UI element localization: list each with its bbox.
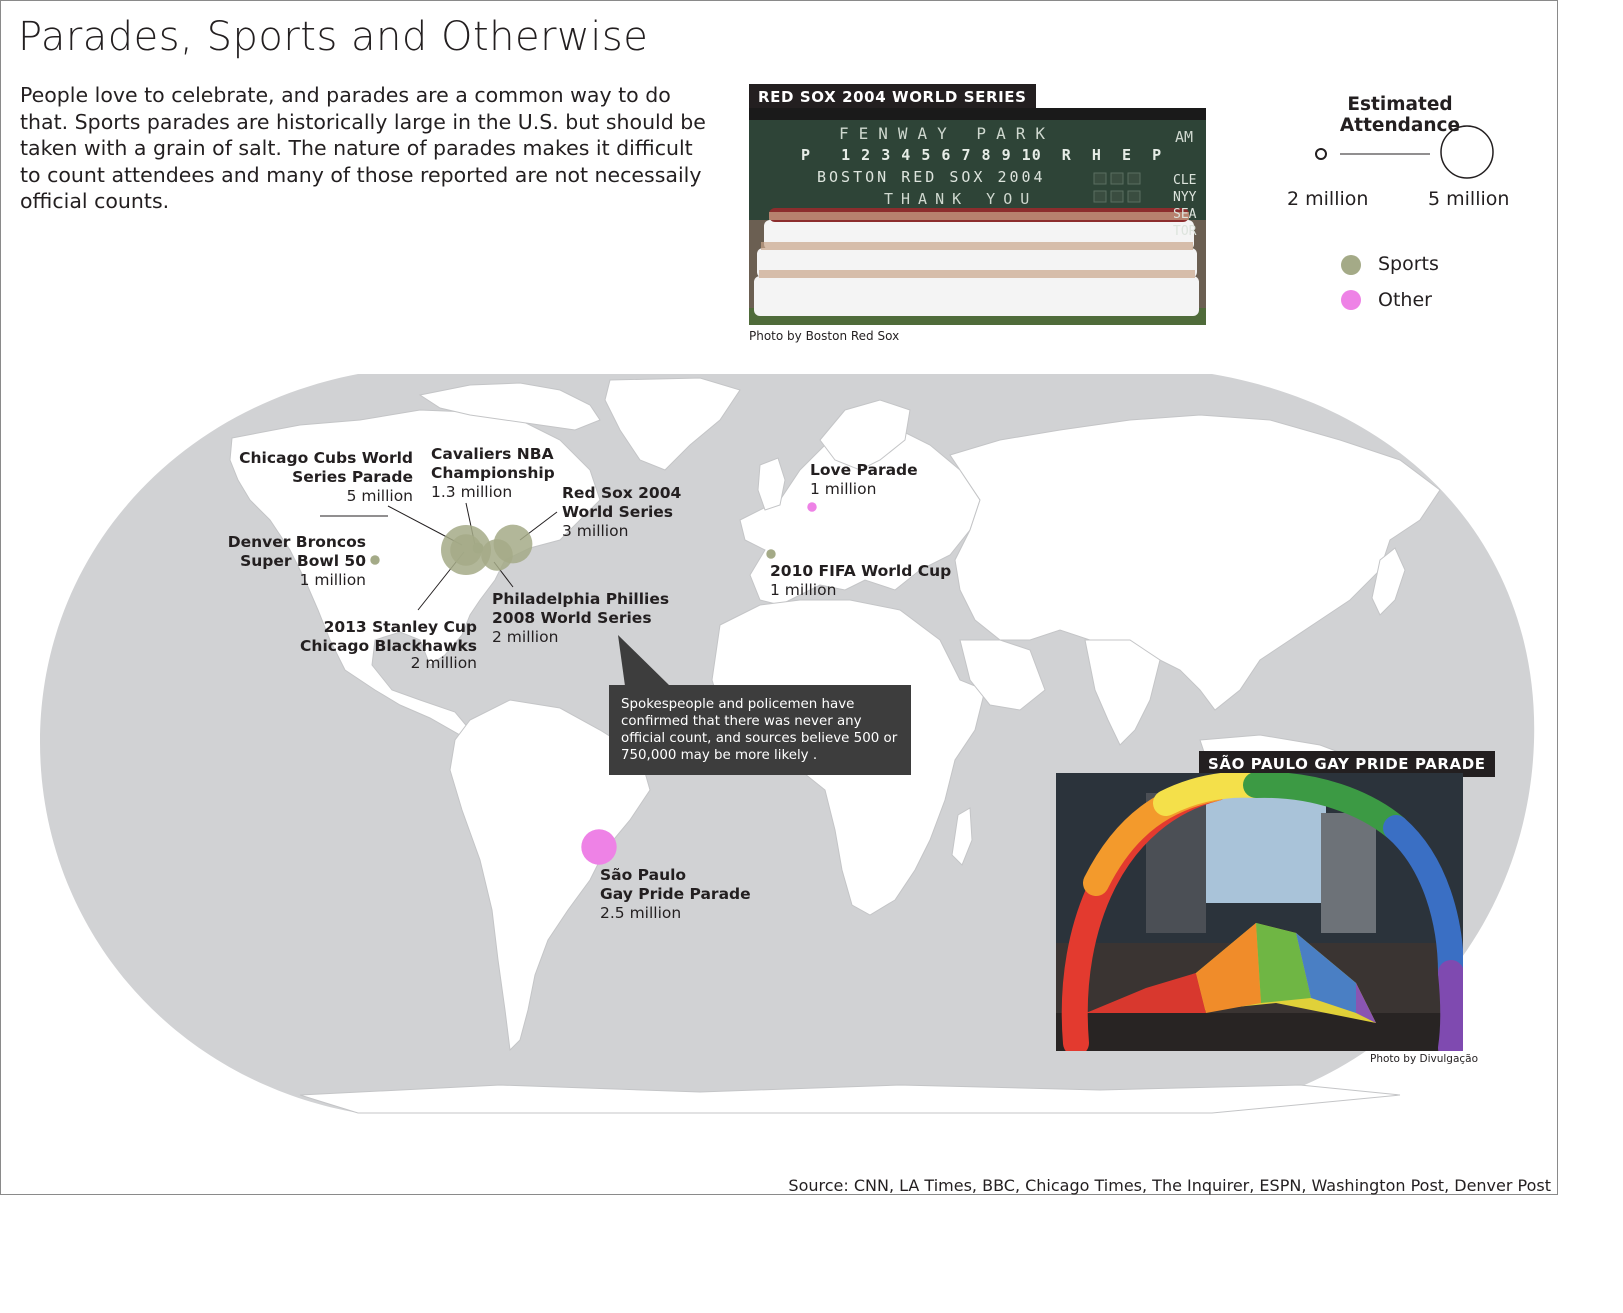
label-cavaliers-name-2: Championship [431,464,555,482]
label-phillies-attendance: 2 million [492,628,559,646]
north-america [229,409,601,736]
madagascar [951,807,973,866]
scoreboard-line-3: BOSTON RED SOX 2004 [817,168,1046,186]
scoreboard-line-4: THANK YOU [884,190,1038,208]
saopaulo-photo-credit: Photo by Divulgação [1370,1053,1479,1065]
saopaulo-photo [1056,773,1463,1051]
landmasses [229,377,1446,1114]
redsox-photo: FENWAY PARK AM P 1 2 3 4 5 6 7 8 9 10 R … [749,108,1206,325]
infographic-frame [0,0,1558,1195]
scoreboard-side: CLE NYY SEA TOR [1173,172,1196,240]
label-saopaulo-name-1: São Paulo [600,866,687,884]
scoreboard-side-1: CLE [1173,173,1197,188]
redsox-photo-label: RED SOX 2004 WORLD SERIES [749,84,1036,110]
label-blackhawks: 2013 Stanley Cup Chicago Blackhawks 2 mi… [300,618,477,673]
bubble-fifa [766,549,776,559]
britain [757,457,786,511]
event-bubbles [370,502,817,865]
label-cubs: Chicago Cubs World Series Parade 5 milli… [239,449,413,506]
redsox-photo-credit: Photo by Boston Red Sox [749,329,900,343]
label-phillies-name-2: 2008 World Series [492,609,652,627]
callout-box: Spokespeople and policemen have confirme… [609,685,911,775]
label-blackhawks-name-2: Chicago Blackhawks [300,637,477,655]
label-blackhawks-attendance: 2 million [410,654,477,672]
greenland [604,377,741,471]
scandinavia [819,399,911,471]
bubble-saopaulo [581,829,617,865]
label-cubs-attendance: 5 million [346,487,413,505]
legend-other-swatch [1341,290,1361,310]
page-title: Parades, Sports and Otherwise [18,14,649,60]
legend-large-circle [1440,125,1494,179]
label-redsox: Red Sox 2004 World Series 3 million [562,484,681,541]
scoreboard-line-2: P 1 2 3 4 5 6 7 8 9 10 R H E P [801,146,1163,164]
asia [949,414,1441,711]
legend-other-label: Other [1378,289,1432,311]
label-loveparade: Love Parade 1 million [810,461,918,499]
callout-pointer [618,635,670,686]
bubble-broncos [370,555,380,565]
scoreboard-line-1: FENWAY PARK [839,124,1055,143]
label-broncos-name-2: Super Bowl 50 [240,552,366,570]
scoreboard-side-3: SEA [1173,207,1197,222]
label-saopaulo-name-2: Gay Pride Parade [600,885,751,903]
label-broncos-name-1: Denver Broncos [227,533,366,551]
legend-large-label: 5 million [1428,188,1510,210]
intro-text: People love to celebrate, and parades ar… [20,83,706,214]
label-fifa-name: 2010 FIFA World Cup [770,562,952,580]
label-broncos-attendance: 1 million [299,571,366,589]
bubble-loveparade [807,502,817,512]
antarctica [299,1084,1401,1114]
scoreboard-side-2: NYY [1173,190,1197,205]
bubble-phillies [481,539,513,571]
label-saopaulo-attendance: 2.5 million [600,904,682,922]
label-fifa: 2010 FIFA World Cup 1 million [770,562,951,600]
label-redsox-name-2: World Series [562,503,674,521]
label-redsox-name-1: Red Sox 2004 [562,484,682,502]
india [1084,639,1161,746]
label-saopaulo: São Paulo Gay Pride Parade 2.5 million [600,866,751,923]
bubble-cavaliers [472,542,484,554]
legend-title: Estimated Attendance [1339,94,1461,136]
label-cavaliers-attendance: 1.3 million [431,483,513,501]
legend-small-circle [1315,148,1327,160]
bubble-blackhawks [450,534,482,566]
label-cavaliers-name-1: Cavaliers NBA [431,445,554,463]
label-blackhawks-name-1: 2013 Stanley Cup [323,618,477,636]
label-redsox-attendance: 3 million [562,522,629,540]
label-phillies: Philadelphia Phillies 2008 World Series … [492,590,669,647]
label-loveparade-name: Love Parade [810,461,918,479]
scoreboard-am: AM [1175,128,1194,146]
label-broncos: Denver Broncos Super Bowl 50 1 million [228,533,366,590]
label-loveparade-attendance: 1 million [810,480,877,498]
legend-small-label: 2 million [1287,188,1369,210]
japan [1371,547,1406,616]
arctic-islands [418,382,601,431]
pride-parade-image [1056,773,1463,1051]
scoreboard-side-4: TOR [1173,224,1197,239]
label-cubs-name-1: Chicago Cubs World [239,449,413,467]
source-line: Source: CNN, LA Times, BBC, Chicago Time… [788,1176,1551,1195]
redsox-team-image [749,108,1206,325]
legend-sports-swatch [1341,255,1361,275]
arabia [959,639,1046,711]
legend-sports-label: Sports [1378,253,1439,275]
label-phillies-name-1: Philadelphia Phillies [492,590,670,608]
label-cavaliers: Cavaliers NBA Championship 1.3 million [431,445,555,502]
label-cubs-name-2: Series Parade [292,468,413,486]
label-fifa-attendance: 1 million [770,581,837,599]
